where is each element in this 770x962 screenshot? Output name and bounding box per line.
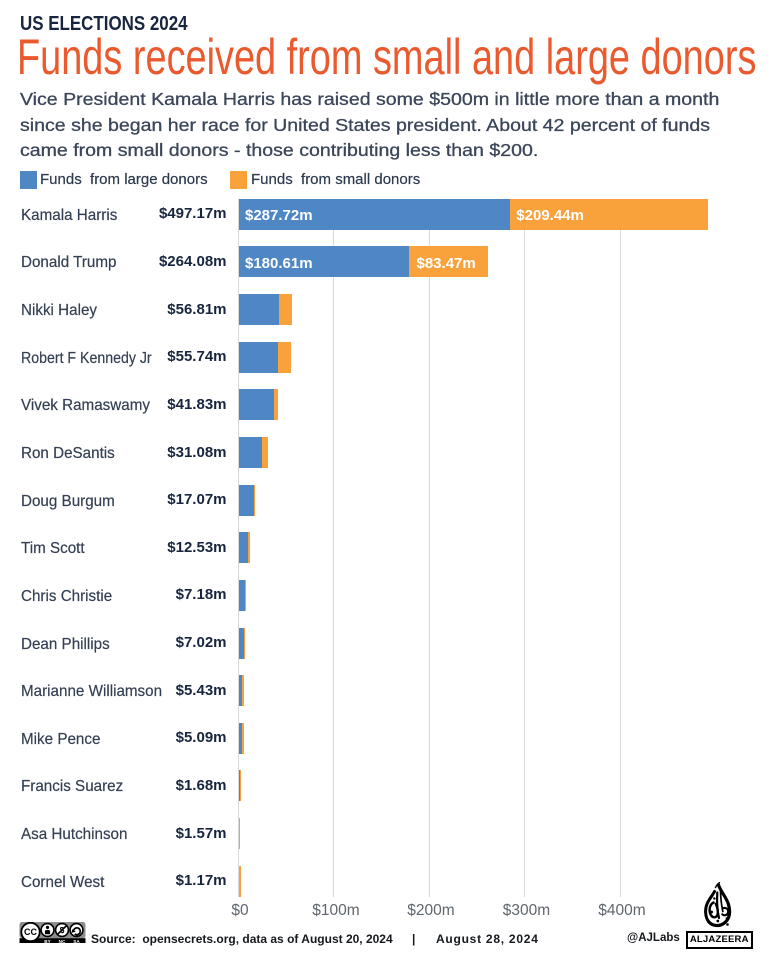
svg-text:CC: CC [24,927,37,937]
svg-text:BY: BY [44,939,50,944]
svg-text:SA: SA [73,939,80,944]
svg-text:NC: NC [59,939,66,944]
